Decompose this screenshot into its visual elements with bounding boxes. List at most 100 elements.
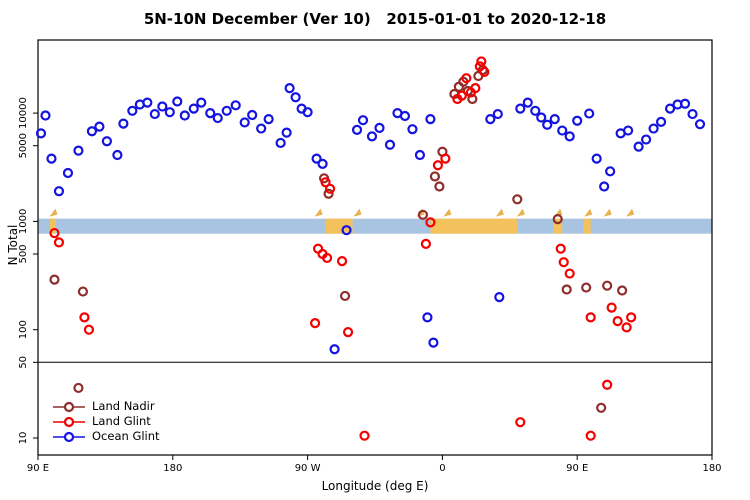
data-point-ocean-glint xyxy=(492,108,503,120)
data-point-land-glint xyxy=(79,312,90,323)
data-point-ocean-glint xyxy=(149,108,160,120)
data-point-land-glint xyxy=(606,302,617,313)
data-point-land-glint xyxy=(558,257,569,268)
data-point-ocean-glint xyxy=(572,115,583,126)
data-point-ocean-glint xyxy=(425,114,436,125)
y-axis-label: N Total xyxy=(6,224,20,266)
data-point-land-glint xyxy=(476,56,487,67)
data-point-land-nadir xyxy=(77,286,89,297)
data-point-ocean-glint xyxy=(284,83,295,94)
latitude-band-land xyxy=(49,218,56,234)
data-point-ocean-glint xyxy=(549,114,560,125)
legend-label-ocean-glint: Ocean Glint xyxy=(92,429,160,443)
data-point-ocean-glint xyxy=(522,97,533,108)
legend-label-land-nadir: Land Nadir xyxy=(92,399,155,413)
data-point-land-glint xyxy=(53,237,65,248)
data-point-ocean-glint xyxy=(73,145,84,156)
y-tick-label: 10000 xyxy=(18,97,29,129)
data-point-ocean-glint xyxy=(86,126,98,137)
x-tick-label: 90 E xyxy=(566,463,588,474)
data-point-land-glint xyxy=(621,322,632,333)
data-point-land-glint xyxy=(440,153,451,164)
x-tick-label: 180 xyxy=(163,463,182,474)
data-point-ocean-glint xyxy=(302,107,313,118)
chart-title: 5N-10N December (Ver 10) 2015-01-01 to 2… xyxy=(143,10,607,28)
data-point-ocean-glint xyxy=(384,139,396,150)
data-point-ocean-glint xyxy=(157,101,168,112)
data-point-ocean-glint xyxy=(542,119,553,130)
latitude-band-land xyxy=(430,218,518,234)
data-point-land-glint xyxy=(585,312,596,323)
data-point-ocean-glint xyxy=(239,117,250,128)
data-point-ocean-glint xyxy=(694,119,706,130)
data-point-ocean-glint xyxy=(351,124,363,135)
data-point-land-glint xyxy=(83,324,95,335)
data-point-ocean-glint xyxy=(530,105,541,116)
data-point-land-glint xyxy=(626,312,637,323)
data-point-ocean-glint xyxy=(623,125,634,136)
data-point-land-nadir xyxy=(73,382,84,394)
data-point-ocean-glint xyxy=(172,96,183,107)
data-point-ocean-glint xyxy=(230,100,241,111)
data-point-land-glint xyxy=(359,430,370,441)
data-point-ocean-glint xyxy=(687,108,698,120)
data-point-ocean-glint xyxy=(212,112,223,124)
data-point-land-glint xyxy=(49,227,60,239)
data-point-ocean-glint xyxy=(317,158,328,169)
legend-marker-land-nadir xyxy=(53,401,85,412)
data-point-ocean-glint xyxy=(53,186,65,197)
data-point-land-glint xyxy=(342,327,354,338)
data-point-land-nadir xyxy=(429,171,441,182)
data-point-ocean-glint xyxy=(633,141,644,152)
data-point-land-glint xyxy=(320,177,331,188)
data-point-ocean-glint xyxy=(35,128,47,139)
data-point-land-glint xyxy=(515,417,526,428)
y-tick-label: 10 xyxy=(18,432,29,445)
data-point-ocean-glint xyxy=(62,167,74,179)
data-point-ocean-glint xyxy=(591,153,602,164)
data-point-land-nadir xyxy=(552,214,563,225)
plot-border xyxy=(37,39,713,456)
x-tick-label: 180 xyxy=(702,463,721,474)
data-point-ocean-glint xyxy=(256,123,267,134)
data-point-land-nadir xyxy=(617,285,628,296)
legend-marker-land-glint xyxy=(53,416,85,427)
data-point-land-glint xyxy=(336,255,348,267)
latitude-band-land xyxy=(583,218,591,234)
latitude-band-ocean xyxy=(38,218,712,234)
data-point-land-glint xyxy=(602,379,613,390)
data-point-land-nadir xyxy=(602,280,613,291)
y-tick-label: 500 xyxy=(18,244,29,263)
data-point-ocean-glint xyxy=(515,103,526,114)
legend-item-land-nadir: Land Nadir xyxy=(52,399,160,414)
data-point-land-nadir xyxy=(417,209,429,220)
data-point-ocean-glint xyxy=(366,131,378,142)
data-point-land-glint xyxy=(321,252,333,264)
data-point-ocean-glint xyxy=(407,124,418,135)
data-point-ocean-glint xyxy=(188,103,199,114)
data-point-ocean-glint xyxy=(112,149,123,161)
data-point-ocean-glint xyxy=(221,105,232,116)
land-arrow-marker xyxy=(443,208,452,217)
data-point-land-nadir xyxy=(434,181,445,192)
data-point-land-nadir xyxy=(339,290,351,302)
data-point-land-nadir xyxy=(581,282,592,293)
x-tick-label: 90 W xyxy=(295,463,321,474)
data-point-land-glint xyxy=(324,183,336,194)
latitude-band-land xyxy=(553,218,563,234)
data-point-ocean-glint xyxy=(118,118,129,129)
data-point-land-glint xyxy=(470,83,481,94)
y-tick-label: 50 xyxy=(18,356,29,369)
data-point-ocean-glint xyxy=(329,344,340,355)
data-point-ocean-glint xyxy=(290,92,301,103)
data-point-land-glint xyxy=(585,430,596,441)
land-arrow-marker xyxy=(603,208,612,217)
data-point-ocean-glint xyxy=(599,181,610,192)
data-point-ocean-glint xyxy=(564,131,575,142)
data-point-ocean-glint xyxy=(196,97,207,108)
latitude-band-land xyxy=(325,218,353,234)
data-point-land-glint xyxy=(456,90,467,101)
data-point-ocean-glint xyxy=(374,122,385,134)
land-arrow-marker xyxy=(626,208,635,217)
